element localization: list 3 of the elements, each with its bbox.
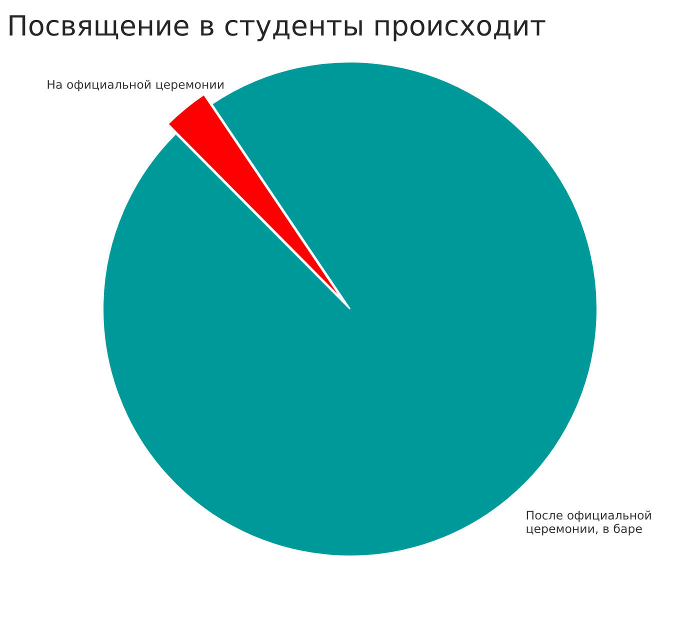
- chart-title: Посвящение в студенты происходит: [10, 15, 546, 42]
- slice-label: После официальной церемонии, в баре: [526, 510, 651, 536]
- slice-label: На официальной церемонии: [48, 80, 224, 92]
